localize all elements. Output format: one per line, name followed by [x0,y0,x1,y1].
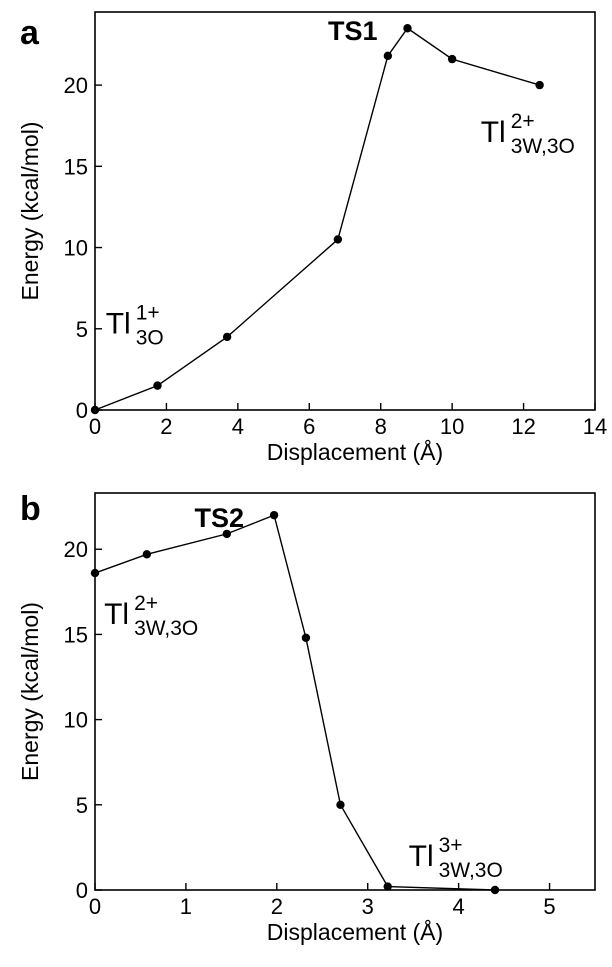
series-line [94,27,540,411]
panel-letter: b [20,490,41,528]
x-tick-label: 5 [543,894,555,919]
y-tick-label: 0 [76,878,88,903]
species-base: Tl [104,598,129,631]
plot-frame [94,11,596,411]
series-line [94,514,496,891]
plot-frame [94,492,596,891]
species-subscript: 3O [136,327,164,350]
x-tick-label: 3 [362,894,374,919]
species-label: Tl 1+3O [106,302,164,350]
data-point [222,332,232,342]
data-point [403,24,412,33]
panel-a: a 0 2 4 6 8 10 12 14 0 5 10 15 20 Displacement (Å) Ener… [17,11,607,465]
x-tick-label: 2 [271,894,283,919]
data-point [383,51,393,61]
y-tick-label: 15 [64,154,88,179]
data-point [222,529,232,539]
y-tick-label: 20 [64,73,88,98]
data-point [90,568,100,578]
data-point [269,510,279,520]
panel-letter: a [20,14,40,52]
data-point [90,405,100,415]
x-tick-label: 2 [160,414,172,439]
x-tick-label: 0 [89,414,101,439]
data-point [535,80,544,90]
x-tick-label: 4 [232,414,244,439]
y-axis-title: Energy (kcal/mol) [17,122,43,301]
species-charge: 3+ [439,834,463,857]
data-point [153,381,162,390]
data-point [383,882,392,891]
data-point [142,550,152,559]
species-label: Tl 2+3W,3O [481,110,575,158]
data-point [447,54,457,64]
data-point [336,800,345,810]
y-tick-label: 20 [64,537,88,562]
x-tick-label: 0 [89,894,101,919]
y-axis-title: Energy (kcal/mol) [17,602,43,781]
y-tick-label: 10 [64,236,88,261]
data-point [301,633,311,643]
species-base: Tl [409,840,434,873]
x-axis-title: Displacement (Å) [267,918,443,945]
transition-state-label: TS1 [328,16,378,46]
species-base: Tl [481,116,506,149]
x-tick-label: 6 [303,414,315,439]
species-charge: 1+ [136,302,160,325]
data-point [490,885,500,895]
species-charge: 2+ [511,110,535,133]
y-tick-label: 5 [76,317,88,342]
x-tick-label: 10 [440,414,464,439]
y-tick-label: 5 [76,793,88,818]
species-label: Tl 3+3W,3O [409,834,503,882]
species-base: Tl [106,308,131,341]
species-charge: 2+ [134,592,158,615]
x-tick-label: 1 [180,894,192,919]
x-tick-label: 14 [583,414,607,439]
x-tick-label: 4 [453,894,465,919]
transition-state-label: TS2 [195,503,245,533]
x-tick-label: 8 [375,414,387,439]
y-tick-label: 0 [76,398,88,423]
species-subscript: 3W,3O [439,859,503,882]
species-label: Tl 2+3W,3O [104,592,198,640]
panel-b: b 0 1 2 3 4 5 0 5 10 15 20 Displacement (Å) Energy (k… [17,490,596,945]
x-axis-title: Displacement (Å) [267,438,443,465]
y-tick-label: 15 [64,622,88,647]
x-tick-label: 12 [511,414,535,439]
data-point [333,235,343,244]
species-subscript: 3W,3O [134,617,198,640]
y-tick-label: 10 [64,708,88,733]
species-subscript: 3W,3O [511,135,575,158]
